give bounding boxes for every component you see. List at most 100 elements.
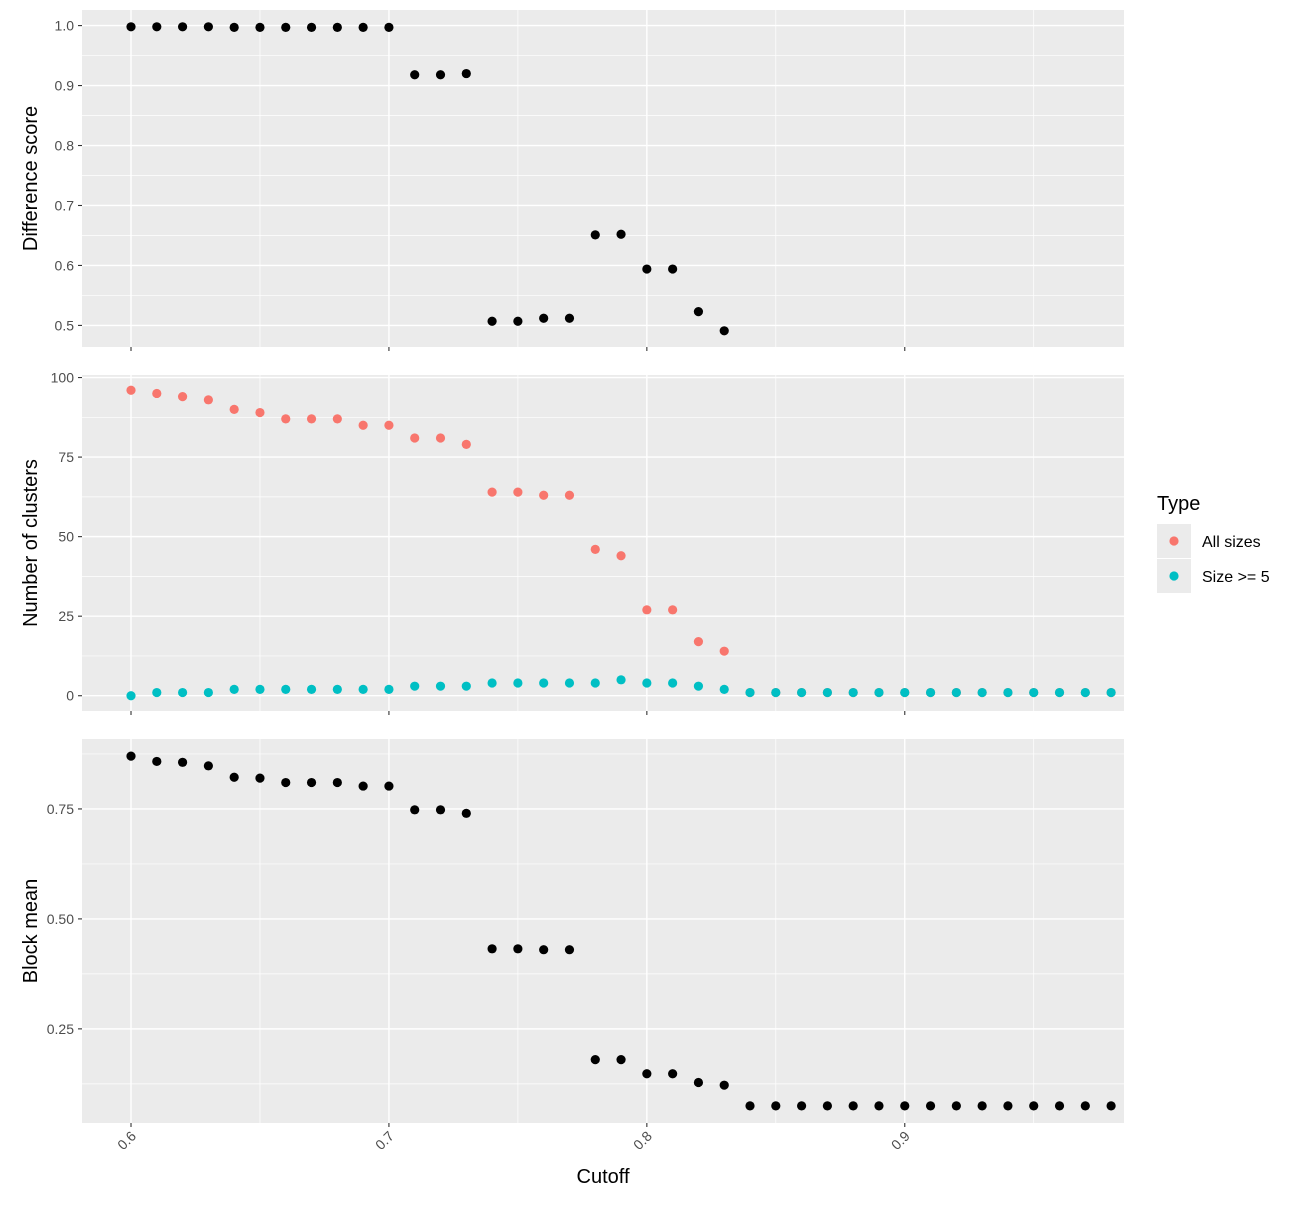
x-tick-label: 0.7	[372, 1128, 397, 1153]
y-tick-label: 75	[58, 449, 74, 465]
data-point	[1054, 687, 1065, 698]
data-point	[384, 684, 394, 694]
y-tick-label: 0.9	[55, 78, 75, 94]
y-tick-label: 0.6	[55, 257, 75, 273]
data-point	[564, 313, 575, 323]
data-point	[332, 22, 342, 32]
data-point	[152, 388, 162, 399]
data-point	[152, 687, 162, 698]
y-axis-title: Difference score	[20, 106, 42, 251]
series-clusters-1	[126, 675, 1116, 701]
data-point	[1080, 1101, 1090, 1111]
data-point	[977, 1101, 987, 1111]
data-point	[384, 22, 394, 32]
x-tick-label: 0.6	[114, 1128, 139, 1153]
data-point	[435, 805, 446, 815]
data-point	[229, 684, 239, 694]
legend-label: Size >= 5	[1202, 569, 1270, 586]
data-point	[564, 945, 575, 955]
data-point	[796, 687, 807, 698]
data-point	[384, 781, 394, 791]
data-point	[152, 756, 162, 767]
data-point	[281, 22, 291, 32]
data-point	[1106, 687, 1116, 698]
data-point	[874, 1101, 884, 1111]
data-point	[719, 326, 729, 336]
y-tick-label: 25	[58, 608, 74, 624]
data-point	[513, 316, 523, 326]
data-point	[951, 687, 961, 698]
data-point	[796, 1101, 807, 1111]
data-point	[642, 678, 652, 688]
data-point	[1054, 1101, 1065, 1111]
data-point	[668, 264, 678, 274]
data-point	[461, 439, 471, 449]
x-tick-label: 0.9	[888, 1128, 913, 1153]
data-point	[745, 1101, 755, 1111]
data-point	[693, 1077, 704, 1088]
data-point	[668, 1069, 678, 1079]
data-point	[229, 772, 239, 782]
y-tick-label: 1.0	[55, 18, 75, 34]
data-point	[822, 1101, 832, 1111]
data-point	[1080, 687, 1090, 698]
data-point	[616, 1055, 626, 1065]
data-point	[203, 687, 213, 698]
data-point	[435, 70, 446, 80]
data-point	[1003, 1101, 1013, 1111]
data-point	[306, 22, 317, 32]
data-point	[332, 414, 342, 424]
y-axis-title: Number of clusters	[20, 459, 42, 627]
x-tick-label: 0.8	[630, 1128, 655, 1153]
y-tick-label: 0.5	[55, 317, 75, 333]
data-point	[590, 230, 600, 240]
data-point	[513, 678, 523, 688]
data-point	[126, 385, 136, 395]
data-point	[693, 637, 704, 647]
data-point	[229, 22, 239, 32]
data-point	[642, 605, 652, 615]
data-point	[564, 490, 575, 500]
data-point	[925, 687, 936, 698]
data-point	[977, 687, 987, 698]
data-point	[177, 22, 188, 32]
panel-difference: 0.5 0.6 0.7 0.8 0.9 1.0 Difference score	[20, 10, 1124, 351]
data-point	[487, 316, 497, 326]
data-point	[384, 420, 394, 430]
data-point	[152, 22, 162, 32]
data-point	[332, 684, 342, 694]
data-point	[848, 687, 858, 698]
data-point	[874, 687, 884, 698]
data-point	[539, 490, 549, 500]
data-point	[616, 675, 626, 685]
data-point	[539, 313, 549, 323]
data-point	[719, 646, 729, 656]
data-point	[126, 691, 136, 701]
data-point	[616, 229, 626, 239]
data-point	[306, 414, 317, 424]
data-point	[539, 945, 549, 955]
data-point	[822, 687, 832, 698]
data-point	[281, 777, 291, 788]
data-point	[590, 1055, 600, 1065]
legend: Type All sizes Size >= 5	[1157, 493, 1270, 593]
panel-clusters: 0 25 50 75 100 Number of clusters	[20, 370, 1124, 715]
data-point	[1029, 1101, 1039, 1111]
legend-label: All sizes	[1202, 534, 1261, 551]
data-point	[487, 678, 497, 688]
data-point	[177, 757, 188, 767]
data-point	[306, 777, 317, 788]
data-point	[281, 414, 291, 424]
data-point	[255, 407, 265, 418]
data-point	[745, 687, 755, 698]
data-point	[590, 544, 600, 554]
data-point	[281, 684, 291, 694]
data-point	[848, 1101, 858, 1111]
data-point	[668, 678, 678, 688]
data-point	[1003, 687, 1013, 698]
data-point	[203, 761, 213, 771]
data-point	[358, 420, 368, 430]
data-point	[126, 751, 136, 761]
data-point	[461, 681, 471, 691]
